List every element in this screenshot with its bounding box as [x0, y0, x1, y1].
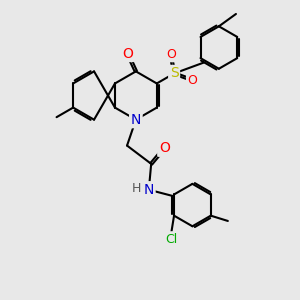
Text: N: N [131, 113, 141, 127]
Text: N: N [144, 183, 154, 197]
Text: O: O [188, 74, 197, 87]
Text: O: O [166, 48, 176, 61]
Text: S: S [170, 66, 178, 80]
Text: O: O [159, 141, 170, 155]
Text: H: H [132, 182, 141, 195]
Text: Cl: Cl [165, 233, 177, 246]
Text: O: O [122, 46, 133, 61]
